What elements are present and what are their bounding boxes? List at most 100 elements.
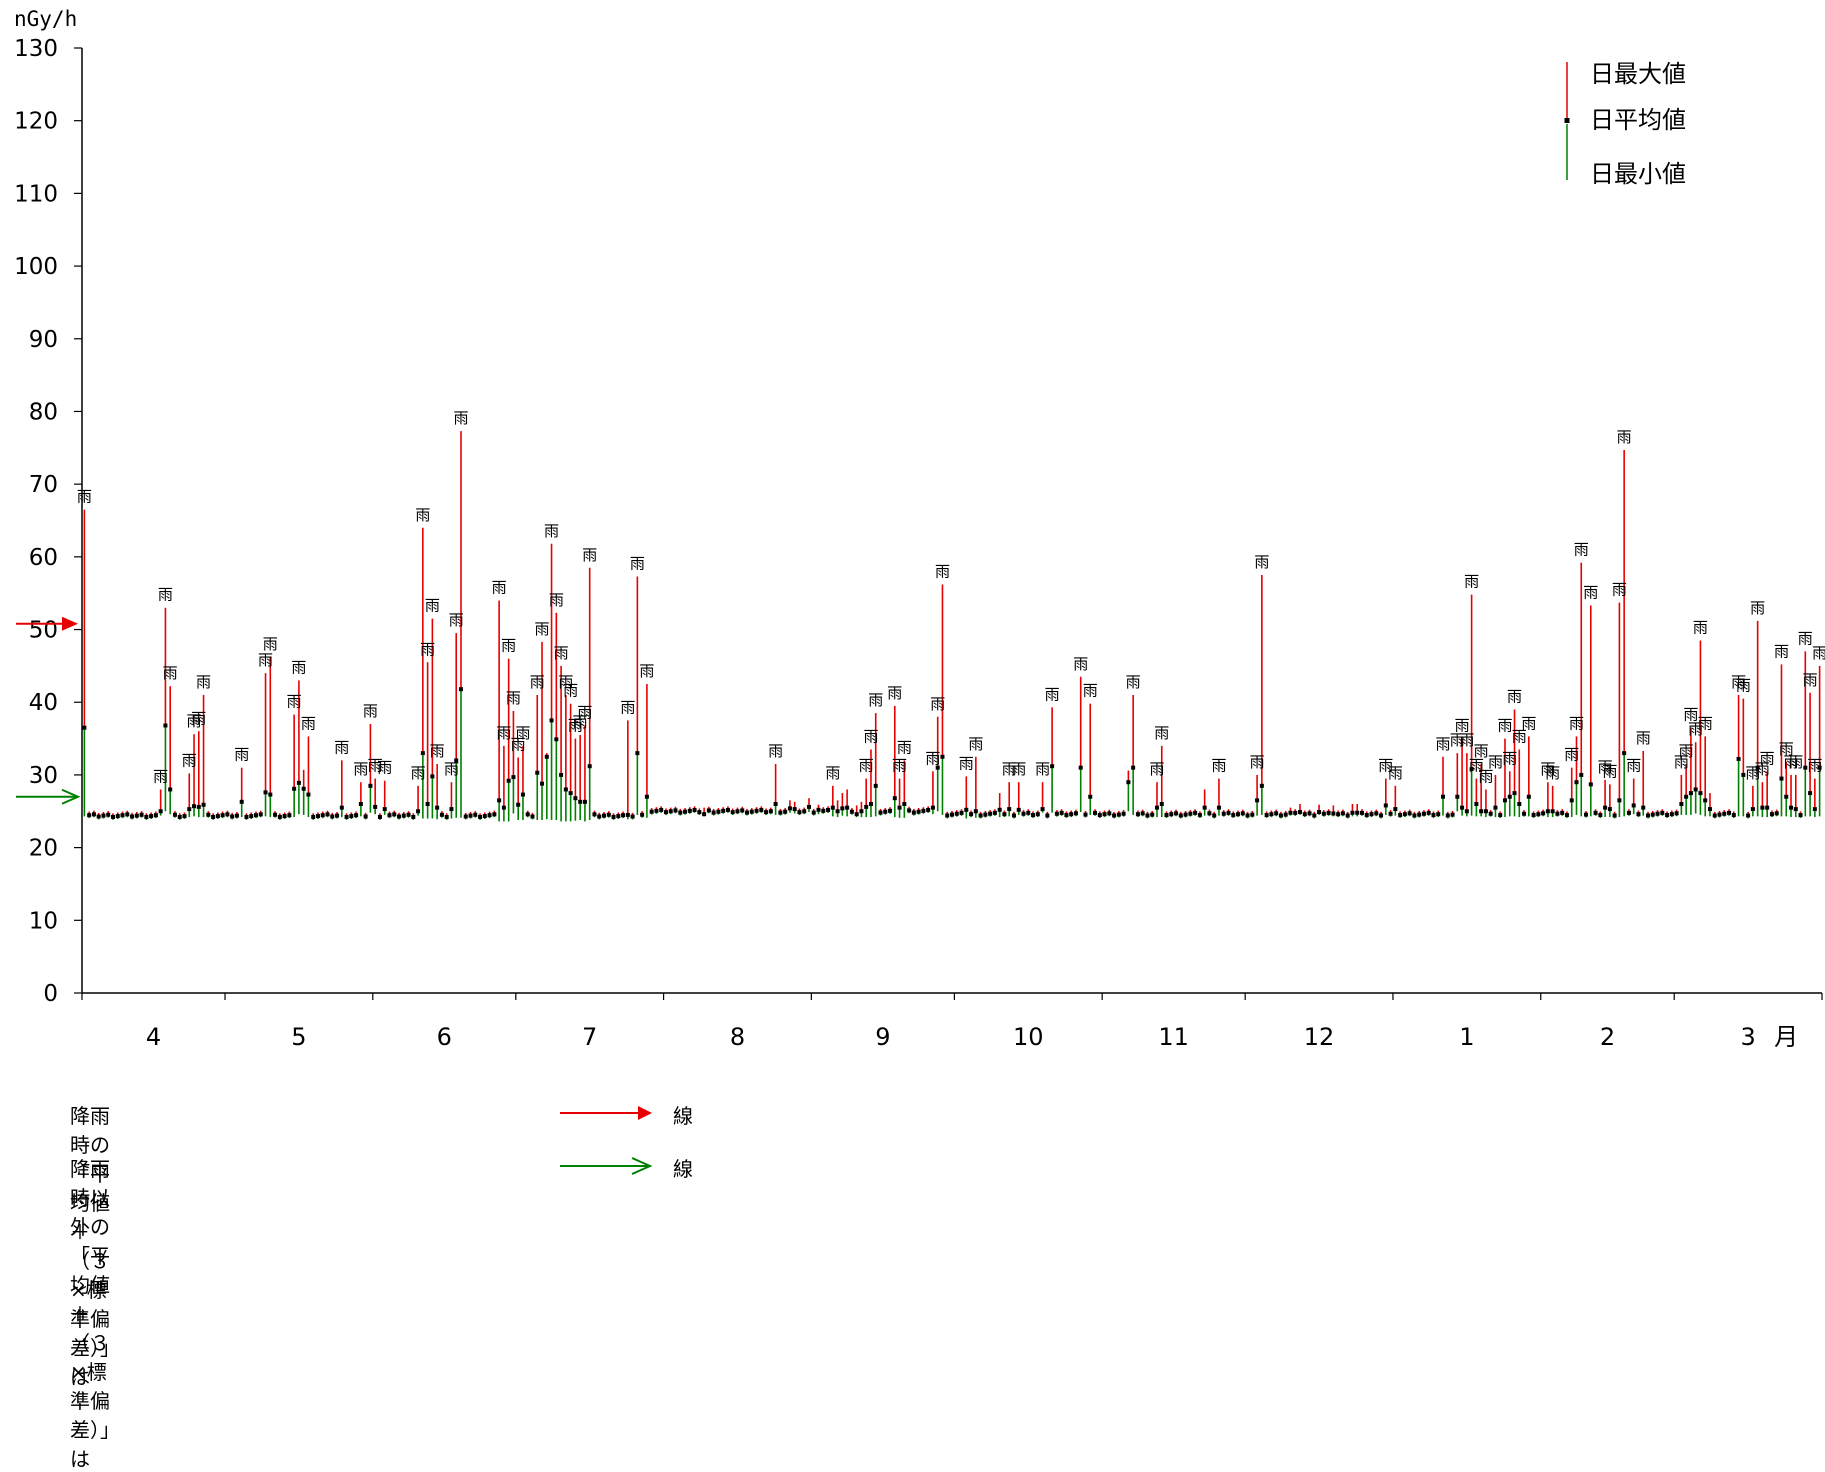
daily-mean-marker: [916, 809, 921, 814]
month-label: 9: [875, 1023, 890, 1051]
rain-label: 雨: [1011, 760, 1026, 778]
daily-mean-marker: [1064, 813, 1069, 818]
daily-mean-marker: [1407, 811, 1412, 816]
rain-label: 雨: [1774, 642, 1789, 660]
daily-mean-marker: [702, 812, 707, 817]
daily-mean-marker: [220, 813, 225, 818]
daily-mean-marker: [1560, 810, 1565, 815]
daily-mean-marker: [1240, 811, 1245, 816]
month-label: 5: [291, 1023, 306, 1051]
daily-mean-marker: [1040, 807, 1045, 812]
rain-label: 雨: [549, 591, 564, 609]
daily-mean-marker: [1588, 782, 1593, 787]
daily-mean-marker: [1274, 811, 1279, 816]
rain-label: 雨: [768, 742, 783, 760]
rain-threshold-arrow-head: [62, 616, 78, 631]
daily-mean-marker: [1002, 812, 1007, 817]
rain-label: 雨: [1126, 673, 1141, 691]
rain-label: 雨: [515, 724, 530, 742]
daily-mean-marker: [330, 814, 335, 819]
daily-mean-marker: [468, 813, 473, 818]
daily-mean-marker: [811, 810, 816, 815]
daily-mean-marker: [1431, 813, 1436, 818]
rain-label: 雨: [453, 409, 468, 427]
daily-mean-marker: [497, 798, 502, 803]
daily-mean-marker: [373, 804, 378, 809]
daily-mean-marker: [1312, 813, 1317, 818]
daily-mean-marker: [339, 805, 344, 810]
daily-mean-marker: [249, 814, 254, 819]
daily-mean-marker: [416, 809, 421, 814]
rain-label: 雨: [420, 640, 435, 658]
daily-mean-marker: [1164, 813, 1169, 818]
daily-mean-marker: [563, 787, 568, 792]
daily-mean-marker: [1803, 765, 1808, 770]
rain-label: 雨: [187, 712, 202, 730]
legend-mean-label: 日平均値: [1590, 106, 1686, 134]
daily-mean-marker: [1355, 810, 1360, 815]
daily-mean-marker: [87, 813, 92, 818]
daily-mean-marker: [597, 814, 602, 819]
daily-mean-marker: [263, 790, 268, 795]
rain-label: 雨: [620, 698, 635, 716]
daily-mean-marker: [1660, 810, 1665, 815]
daily-mean-marker: [1541, 811, 1546, 816]
daily-mean-marker: [997, 807, 1002, 812]
daily-mean-marker: [1779, 776, 1784, 781]
rain-label: 雨: [1450, 731, 1465, 749]
y-tick-label: 100: [14, 254, 58, 280]
daily-mean-marker: [492, 812, 497, 817]
rain-label: 雨: [1083, 682, 1098, 700]
month-label: 3: [1740, 1023, 1755, 1051]
daily-mean-marker: [649, 809, 654, 814]
daily-mean-marker: [716, 809, 721, 814]
daily-mean-marker: [149, 814, 154, 819]
daily-mean-marker: [873, 783, 878, 788]
rain-label: 雨: [415, 506, 430, 524]
rain-label: 雨: [301, 714, 316, 732]
daily-mean-marker: [678, 810, 683, 815]
rain-label: 雨: [1788, 753, 1803, 771]
rain-label: 雨: [639, 662, 654, 680]
daily-mean-marker: [797, 810, 802, 815]
daily-mean-marker: [1278, 813, 1283, 818]
daily-mean-marker: [1083, 812, 1088, 817]
daily-mean-marker: [1159, 802, 1164, 806]
y-tick-label: 20: [29, 836, 58, 862]
daily-mean-marker: [1398, 813, 1403, 818]
daily-mean-marker: [692, 807, 697, 812]
daily-mean-marker: [1607, 807, 1612, 812]
rain-label: 雨: [863, 727, 878, 745]
daily-mean-marker: [1436, 812, 1441, 817]
daily-mean-marker: [1450, 812, 1455, 817]
daily-mean-marker: [1369, 812, 1374, 817]
month-label: 1: [1459, 1023, 1474, 1051]
daily-mean-marker: [1131, 765, 1136, 770]
rain-label: 雨: [530, 673, 545, 691]
daily-mean-marker: [358, 802, 363, 806]
daily-mean-marker: [1183, 812, 1188, 817]
daily-mean-marker: [1598, 813, 1603, 818]
month-label: 7: [582, 1023, 597, 1051]
rain-label: 雨: [887, 684, 902, 702]
daily-mean-marker: [225, 812, 230, 817]
daily-mean-marker: [439, 812, 444, 817]
daily-mean-marker: [1712, 813, 1717, 818]
y-tick-label: 10: [29, 908, 58, 934]
daily-mean-marker: [1760, 805, 1765, 810]
daily-mean-marker: [883, 809, 888, 814]
daily-mean-marker: [845, 805, 850, 810]
daily-mean-marker: [282, 814, 287, 819]
daily-mean-marker: [1269, 812, 1274, 817]
daily-mean-marker: [988, 811, 993, 816]
daily-mean-marker: [1417, 812, 1422, 817]
daily-mean-marker: [344, 814, 349, 819]
daily-mean-marker: [630, 814, 635, 819]
month-suffix: 月: [1774, 1023, 1798, 1051]
rain-label: 雨: [568, 717, 583, 735]
daily-mean-marker: [1336, 812, 1341, 817]
daily-mean-marker: [1135, 812, 1140, 817]
daily-mean-marker: [1116, 812, 1121, 817]
rain-label: 雨: [959, 754, 974, 772]
daily-mean-marker: [806, 804, 811, 809]
